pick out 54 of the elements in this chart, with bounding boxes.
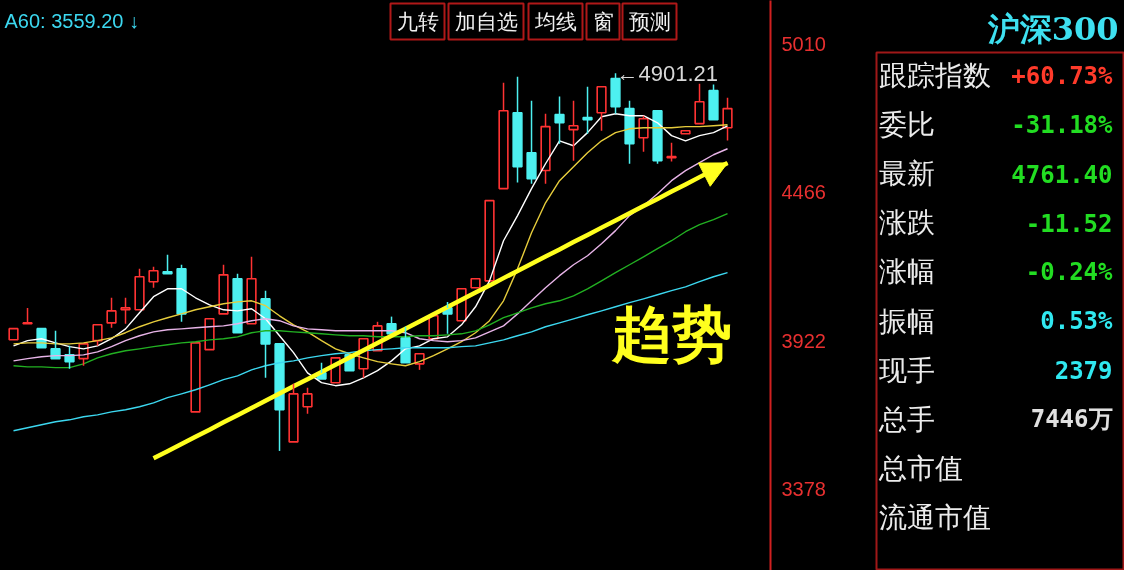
text: -0.24%	[1025, 257, 1113, 286]
category-label: 流通市值	[878, 500, 991, 534]
category-label: 总市值	[877, 451, 963, 485]
y-tick-label: 3922	[781, 329, 826, 352]
text: 7446万	[1030, 405, 1113, 434]
candlestick	[274, 343, 285, 452]
y-tick-label: 4466	[781, 181, 826, 204]
category-label: 最新	[878, 157, 935, 191]
candlestick	[498, 81, 509, 190]
candlestick	[106, 297, 117, 329]
candlestick	[540, 113, 551, 185]
category-label: 现手	[878, 353, 935, 387]
candlestick	[204, 318, 215, 351]
category-label: 涨跌	[878, 206, 935, 240]
category-label: 跟踪指数	[878, 59, 991, 92]
text: 0.53%	[1040, 307, 1113, 335]
candlestick	[694, 83, 705, 125]
text: +60.73%	[1011, 61, 1113, 90]
candlestick	[568, 99, 579, 162]
candlestick	[120, 297, 131, 325]
text: 4761.40	[1011, 160, 1113, 189]
candlestick	[8, 327, 19, 341]
candlestick	[722, 96, 733, 142]
annotation: ←4901.21	[616, 60, 719, 86]
candlestick	[190, 342, 201, 413]
y-tick-label: 5010	[781, 32, 826, 55]
annotation: 窗	[592, 9, 614, 34]
text: 2379	[1054, 357, 1113, 386]
text: -31.18%	[1011, 110, 1113, 139]
annotation: 预测	[628, 9, 671, 34]
line-series	[151, 160, 730, 461]
category-label: 委比	[878, 108, 935, 142]
candlestick	[526, 99, 537, 185]
candlestick	[554, 95, 565, 145]
text: -11.52	[1025, 209, 1113, 238]
line-series	[12, 213, 729, 369]
candlestick	[470, 277, 481, 289]
text: A60: 3559.20 ↓	[4, 9, 140, 32]
series-label: 趋势	[611, 299, 733, 370]
annotation: 九转	[396, 9, 439, 34]
annotation: 加自选	[454, 9, 518, 34]
category-label: 涨幅	[878, 255, 935, 289]
candlestick	[680, 129, 691, 135]
candlestick	[512, 75, 523, 184]
y-tick-label: 3378	[781, 478, 826, 501]
candlestick	[596, 85, 607, 132]
candlestick	[624, 99, 635, 165]
candlestick	[484, 199, 495, 282]
category-label: 振幅	[878, 304, 935, 338]
candlestick	[582, 86, 593, 135]
category-label: 总手	[877, 402, 935, 436]
annotation: 均线	[533, 9, 577, 34]
line-series	[12, 271, 729, 432]
text: 沪深300	[986, 9, 1119, 48]
